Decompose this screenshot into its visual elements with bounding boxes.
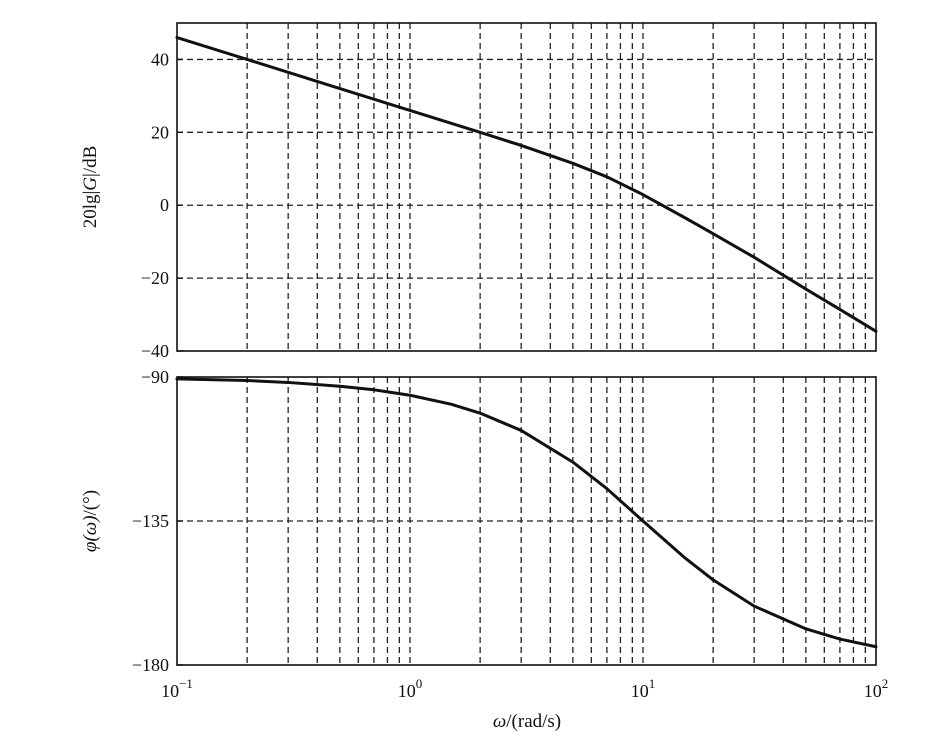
magnitude-y-tick-label: −40 <box>141 341 169 361</box>
phase-y-tick-label: −90 <box>141 367 169 387</box>
magnitude-y-axis-label: 20lg|G|/dB <box>80 146 101 229</box>
magnitude-plot-frame <box>176 22 877 352</box>
magnitude-y-tick-label: 40 <box>151 49 169 69</box>
phase-curve <box>175 377 878 649</box>
x-tick-label: 102 <box>864 676 889 701</box>
phase-panel: −90 −135 −180 φ(ω)/(°) <box>80 367 878 675</box>
x-tick-label: 101 <box>631 676 656 701</box>
magnitude-y-tick-labels: 40 20 0 −20 −40 <box>141 49 183 361</box>
x-tick-label: 10−1 <box>161 676 193 701</box>
magnitude-curve <box>175 36 878 333</box>
phase-y-tick-label: −135 <box>132 511 169 531</box>
phase-y-tick-label: −180 <box>132 655 169 675</box>
phase-y-axis-label: φ(ω)/(°) <box>80 490 101 552</box>
magnitude-panel: 40 20 0 −20 −40 20lg|G|/dB <box>80 22 878 361</box>
phase-y-tick-labels: −90 −135 −180 <box>132 367 183 675</box>
magnitude-y-tick-label: −20 <box>141 268 169 288</box>
magnitude-y-tick-label: 0 <box>160 195 169 215</box>
magnitude-grid <box>177 23 876 351</box>
x-axis-tick-labels: 10−1 100 101 102 <box>161 676 888 701</box>
phase-grid <box>177 377 876 665</box>
x-axis-label: ω/(rad/s) <box>493 711 561 732</box>
x-tick-label: 100 <box>398 676 423 701</box>
magnitude-y-tick-label: 20 <box>151 122 169 142</box>
